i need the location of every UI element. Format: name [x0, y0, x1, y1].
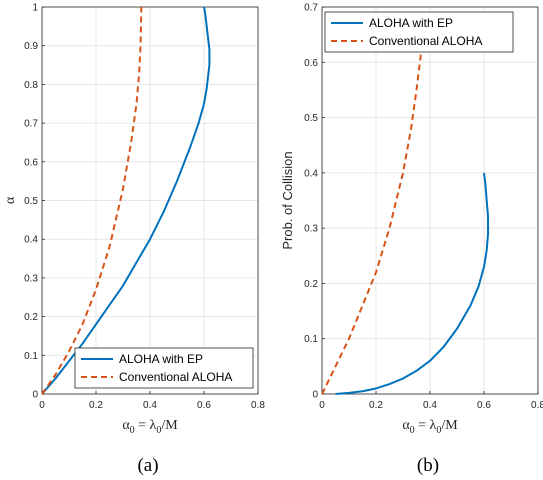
x-tick-label: 0	[39, 400, 45, 411]
chart-panel-a: 0 0.2 0.4 0.6 0.8 0 0.1 0.2 0.3 0.4 0.5 0.6 0.7 0.8 0.…	[3, 3, 265, 477]
x-tick-label: 0.6	[197, 400, 211, 411]
y-tick-label: 0.4	[24, 235, 38, 246]
y-tick-label: 0.3	[24, 273, 38, 284]
y-tick-label: 0.1	[24, 351, 38, 362]
y-axis-label: α	[3, 196, 18, 204]
legend-box	[324, 11, 514, 53]
panel-caption: (a)	[137, 455, 158, 476]
legend-label: Conventional ALOHA	[369, 34, 482, 48]
y-tick-label: 0.6	[304, 58, 318, 69]
x-tick-label: 0.8	[251, 400, 265, 411]
series-line-aloha-with-ep	[41, 6, 211, 395]
x-tick-label: 0.8	[531, 400, 543, 411]
series-line-conventional-aloha	[321, 40, 423, 395]
panel-caption: (b)	[417, 455, 439, 476]
y-tick-label: 0.3	[304, 224, 318, 235]
y-tick-label: 0.5	[304, 113, 318, 124]
x-axis-label-tail: /M	[161, 418, 178, 433]
x-axis-label: α0 = λ0/M	[402, 418, 458, 436]
y-tick-label: 0.5	[24, 196, 38, 207]
legend-label: ALOHA with EP	[119, 352, 203, 366]
y-tick-label: 0.4	[304, 168, 318, 179]
legend-label: ALOHA with EP	[369, 16, 453, 30]
series-line-aloha-with-ep	[335, 172, 490, 395]
x-axis-label-alpha: α	[122, 418, 130, 433]
x-axis-label-sub: 0	[156, 425, 161, 436]
legend-box	[74, 347, 254, 389]
x-axis-label-sub: 0	[436, 425, 441, 436]
x-axis-label-alpha: α	[402, 418, 410, 433]
y-tick-label: 0.7	[24, 119, 38, 130]
y-tick-label: 0.2	[304, 279, 318, 290]
y-tick-label: 0	[32, 390, 38, 401]
x-axis-label: α0 = λ0/M	[122, 418, 178, 436]
x-axis-label-sub: 0	[130, 425, 135, 436]
y-tick-label: 0	[312, 390, 318, 401]
x-axis-label-mid: = λ	[415, 418, 437, 433]
y-tick-label: 0.7	[304, 3, 318, 14]
y-tick-label: 0.6	[24, 157, 38, 168]
y-tick-label: 0.1	[304, 334, 318, 345]
x-axis-label-mid: = λ	[135, 418, 157, 433]
y-tick-label: 1	[32, 3, 38, 14]
x-axis-label-sub: 0	[410, 425, 415, 436]
legend-label: Conventional ALOHA	[119, 370, 232, 384]
x-axis-label-tail: /M	[441, 418, 458, 433]
y-axis-label: Prob. of Collision	[280, 151, 295, 249]
x-tick-label: 0.4	[143, 400, 157, 411]
x-tick-label: 0	[319, 400, 325, 411]
series-line-conventional-aloha	[41, 6, 143, 395]
x-tick-label: 0.2	[89, 400, 103, 411]
x-tick-label: 0.2	[369, 400, 383, 411]
x-tick-label: 0.6	[477, 400, 491, 411]
y-tick-label: 0.9	[24, 41, 38, 52]
legend: ALOHA with EP Conventional ALOHA	[74, 347, 254, 389]
legend: ALOHA with EP Conventional ALOHA	[324, 11, 514, 53]
x-tick-label: 0.4	[423, 400, 437, 411]
y-tick-label: 0.8	[24, 80, 38, 91]
y-tick-label: 0.2	[24, 312, 38, 323]
chart-panel-b: 0 0.2 0.4 0.6 0.800.10.20.30.40.50.60.7α0 = …	[280, 3, 543, 477]
